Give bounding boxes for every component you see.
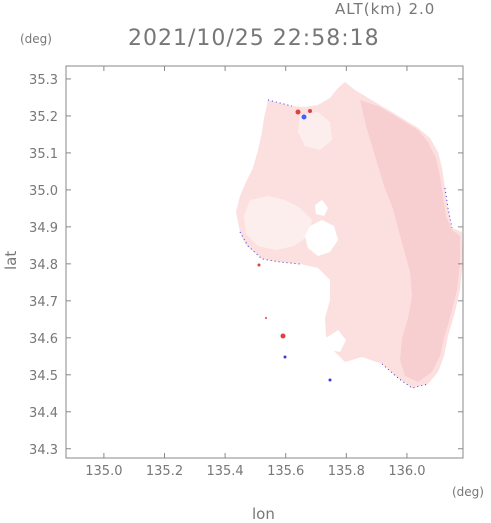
coast-edge-east — [444, 187, 453, 229]
red-spot-north — [295, 109, 301, 115]
field-light-patch-2 — [298, 112, 332, 150]
red-spot-small — [265, 317, 267, 319]
y-axis-unit: (deg) — [20, 32, 52, 46]
x-tick-label: 135.4 — [206, 464, 243, 479]
coast-echo-edges — [239, 99, 453, 389]
y-tick-label: 35.0 — [29, 184, 58, 199]
y-tick-label: 34.7 — [29, 295, 58, 310]
velocity-field — [236, 82, 463, 388]
axes: 135.0 135.2 135.4 135.6 135.8 136.0 34.3 34.4 34… — [29, 65, 464, 479]
coast-edge-north — [267, 99, 293, 107]
y-tick-label: 34.9 — [29, 221, 58, 236]
y-tick-label: 34.3 — [29, 443, 58, 458]
y-tick-label: 35.1 — [29, 147, 58, 162]
red-spot-west — [257, 263, 261, 267]
plot-frame — [65, 65, 464, 459]
y-tick-label: 35.2 — [29, 110, 58, 125]
y-tick-label: 34.5 — [29, 369, 58, 384]
y-tick-label: 34.6 — [29, 332, 58, 347]
altitude-label: ALT(km) 2.0 — [335, 0, 436, 18]
blue-spot-south — [328, 378, 332, 382]
y-tick-label: 34.4 — [29, 406, 58, 421]
field-light-patch-1 — [244, 196, 312, 250]
field-east-region — [360, 100, 460, 382]
x-tick-label: 135.8 — [328, 464, 365, 479]
echo-spots — [257, 109, 332, 382]
x-tick-label: 135.6 — [267, 464, 304, 479]
x-tick-label: 135.2 — [146, 464, 183, 479]
bay-gap — [305, 220, 338, 256]
y-tick-label: 34.8 — [29, 258, 58, 273]
x-tick-label: 136.0 — [388, 464, 425, 479]
coast-gap — [315, 200, 328, 216]
red-spot-island — [280, 333, 286, 339]
x-tick-label: 135.0 — [85, 464, 122, 479]
timestamp-title: 2021/10/25 22:58:18 — [128, 26, 380, 51]
y-tick-label: 35.3 — [29, 73, 58, 88]
coast-edge-west — [239, 231, 301, 265]
x-axis-label: lon — [252, 505, 275, 523]
inlet-gap — [326, 330, 346, 352]
blue-spot-island — [283, 355, 287, 359]
x-axis-unit: (deg) — [452, 485, 484, 499]
blue-spot-north — [301, 114, 307, 120]
red-spot-north-2 — [308, 109, 312, 113]
